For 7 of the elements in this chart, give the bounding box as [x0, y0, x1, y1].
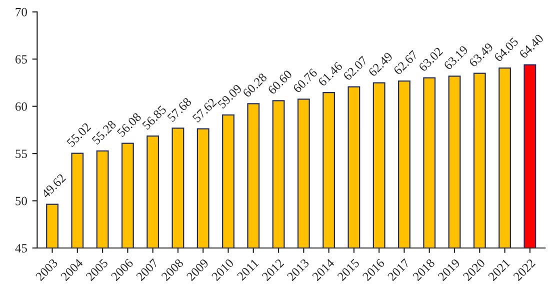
y-tick-label: 45 — [15, 244, 27, 252]
y-tick-label: 50 — [16, 196, 27, 206]
y-tick-label: 65 — [16, 55, 27, 64]
y-tick-label: 55 — [16, 150, 27, 158]
y-tick-label: 60 — [16, 102, 27, 111]
y-tick-label: 70 — [16, 8, 27, 16]
x-tick-label: 2011 — [236, 258, 260, 281]
